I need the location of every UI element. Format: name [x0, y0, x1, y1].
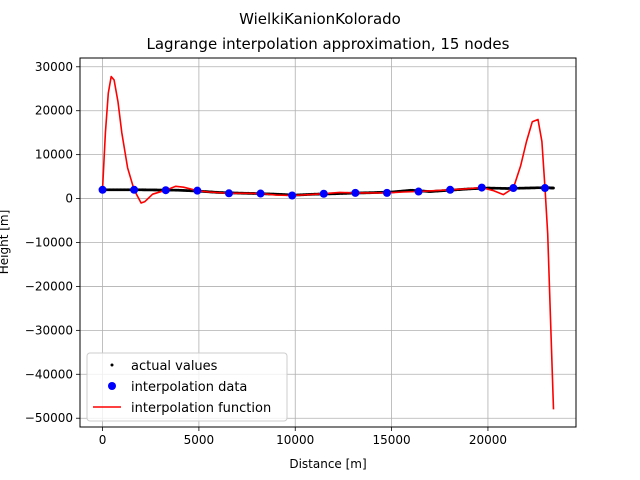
interpolation-node [193, 186, 202, 195]
y-tick-label: −20000 [25, 279, 73, 293]
x-axis-label: Distance [m] [289, 457, 366, 471]
interpolation-node [319, 189, 328, 198]
interpolation-node [288, 191, 297, 200]
legend-box [86, 352, 288, 422]
interpolation-node [477, 183, 486, 192]
y-tick-label: 0 [65, 192, 73, 206]
series-interpolation-function [101, 75, 555, 410]
interpolation-node [98, 185, 107, 194]
legend-label-interpolation-data: interpolation data [131, 380, 247, 395]
y-axis-ticks: −50000 −40000 −30000 −20000 −10000 0 10000 2000… [25, 60, 80, 425]
y-axis-label: Height [m] [0, 210, 11, 275]
interpolation-node [382, 188, 391, 197]
y-tick-label: 30000 [35, 60, 73, 74]
x-tick-label: 20000 [469, 433, 507, 447]
legend: actual values interpolation data interpo… [86, 352, 288, 422]
series-interpolation-data [98, 183, 549, 200]
interpolation-node [256, 189, 265, 198]
legend-marker-actual-values [110, 363, 114, 367]
legend-label-actual-values: actual values [131, 359, 218, 374]
y-tick-label: 20000 [35, 104, 73, 118]
x-tick-label: 15000 [372, 433, 410, 447]
y-tick-label: −10000 [25, 236, 73, 250]
x-axis-ticks: 0 5000 10000 15000 20000 [99, 427, 507, 447]
y-tick-label: 10000 [35, 148, 73, 162]
axes-frame [79, 57, 577, 428]
chart-suptitle: WielkiKanionKolorado [239, 10, 401, 28]
legend-label-interpolation-function: interpolation function [131, 401, 271, 416]
interpolation-node [161, 186, 170, 195]
interpolation-node [540, 184, 549, 193]
y-tick-label: −50000 [25, 411, 73, 425]
plot-area [98, 75, 555, 410]
x-tick-label: 5000 [184, 433, 215, 447]
interpolation-node [509, 184, 518, 193]
interpolation-node [446, 185, 455, 194]
y-tick-label: −40000 [25, 367, 73, 381]
chart-title: Lagrange interpolation approximation, 15… [147, 35, 510, 53]
legend-marker-interpolation-data [108, 382, 116, 390]
interpolation-node [414, 187, 423, 196]
x-tick-label: 0 [99, 433, 107, 447]
x-tick-label: 10000 [276, 433, 314, 447]
y-tick-label: −30000 [25, 323, 73, 337]
interpolation-node [130, 185, 139, 194]
actual-value-point [552, 186, 555, 190]
interpolation-node [351, 188, 360, 197]
interpolation-node [224, 189, 233, 198]
